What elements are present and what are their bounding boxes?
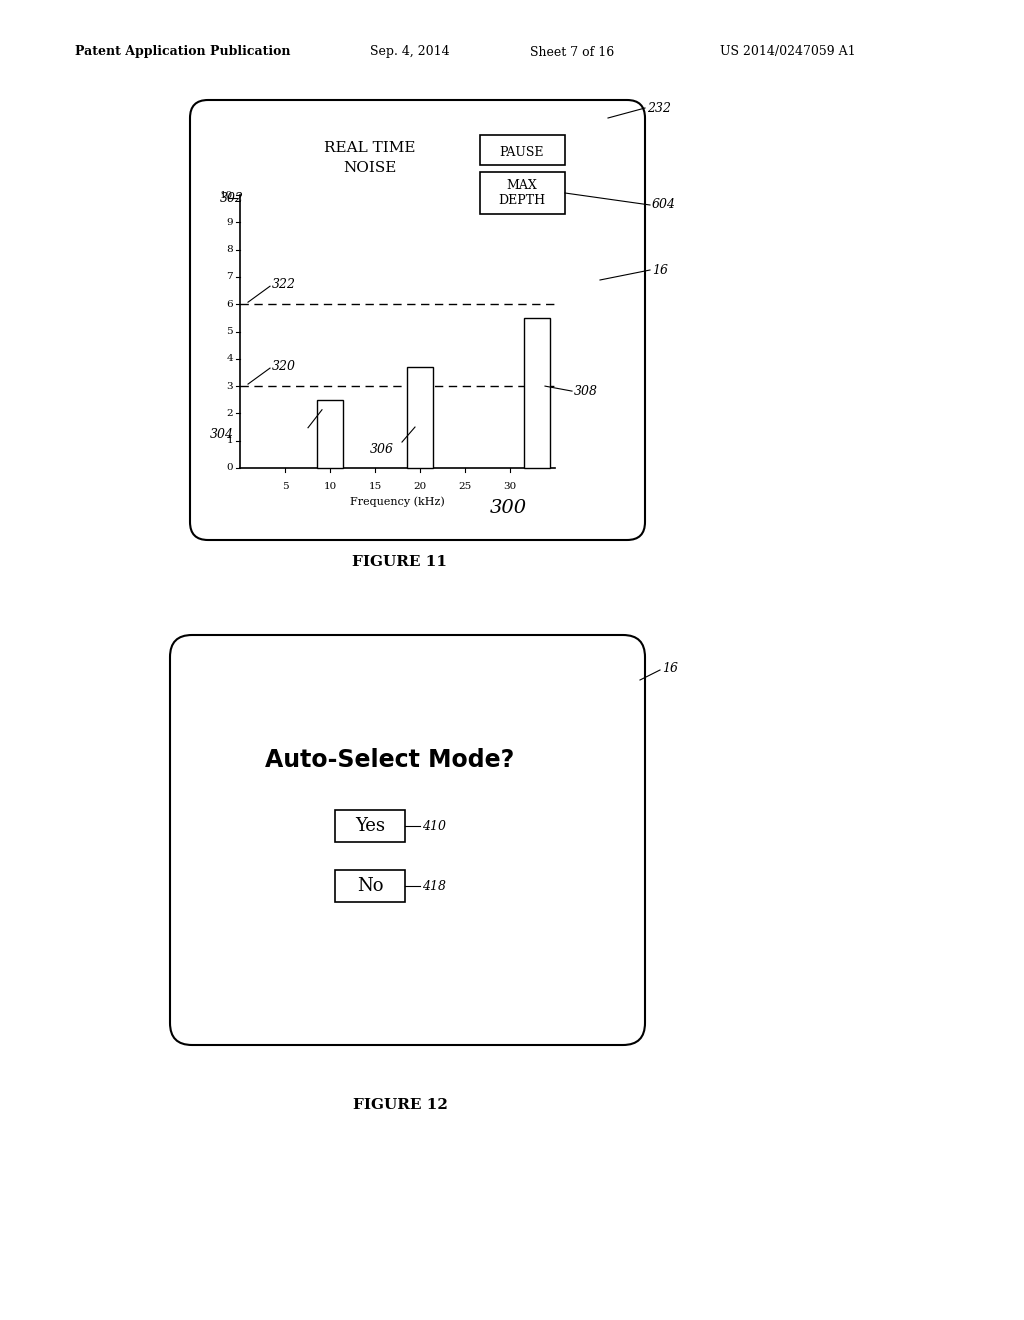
Text: 9: 9: [226, 218, 233, 227]
Text: MAX
DEPTH: MAX DEPTH: [499, 180, 546, 207]
Text: 1: 1: [226, 436, 233, 445]
Text: 16: 16: [652, 264, 668, 276]
Text: 320: 320: [272, 359, 296, 372]
Text: Sheet 7 of 16: Sheet 7 of 16: [530, 45, 614, 58]
Text: 7: 7: [226, 272, 233, 281]
Text: 10: 10: [220, 190, 233, 199]
Text: Sep. 4, 2014: Sep. 4, 2014: [370, 45, 450, 58]
Text: 232: 232: [647, 102, 671, 115]
FancyBboxPatch shape: [190, 100, 645, 540]
Text: 304: 304: [210, 428, 234, 441]
Bar: [317, 400, 343, 469]
Text: NOISE: NOISE: [343, 161, 396, 176]
Text: 322: 322: [272, 277, 296, 290]
Text: 16: 16: [662, 661, 678, 675]
Text: REAL TIME: REAL TIME: [325, 141, 416, 154]
Text: 6: 6: [226, 300, 233, 309]
Text: 302: 302: [220, 191, 244, 205]
Bar: [408, 367, 432, 469]
Text: US 2014/0247059 A1: US 2014/0247059 A1: [720, 45, 856, 58]
Text: 604: 604: [652, 198, 676, 211]
Text: 20: 20: [414, 482, 427, 491]
Bar: [480, 172, 565, 214]
Text: 418: 418: [422, 879, 446, 892]
Text: Patent Application Publication: Patent Application Publication: [75, 45, 291, 58]
Text: 2: 2: [226, 409, 233, 418]
Text: PAUSE: PAUSE: [500, 145, 544, 158]
Text: No: No: [356, 876, 383, 895]
Text: 0: 0: [226, 463, 233, 473]
Text: FIGURE 12: FIGURE 12: [352, 1098, 447, 1111]
Bar: [335, 870, 406, 902]
Text: 5: 5: [226, 327, 233, 337]
Text: 3: 3: [226, 381, 233, 391]
Bar: [480, 135, 565, 165]
Text: 30: 30: [504, 482, 517, 491]
Text: 8: 8: [226, 246, 233, 253]
Text: 10: 10: [324, 482, 337, 491]
Text: FIGURE 11: FIGURE 11: [352, 554, 447, 569]
FancyBboxPatch shape: [170, 635, 645, 1045]
Text: 25: 25: [459, 482, 472, 491]
Text: 306: 306: [370, 442, 394, 455]
Text: 4: 4: [226, 354, 233, 363]
Text: 300: 300: [490, 499, 527, 517]
Bar: [335, 810, 406, 842]
Text: Yes: Yes: [355, 817, 385, 836]
Text: 15: 15: [369, 482, 382, 491]
Text: Frequency (kHz): Frequency (kHz): [350, 496, 444, 507]
Bar: [524, 318, 550, 469]
Text: 410: 410: [422, 820, 446, 833]
Text: Auto-Select Mode?: Auto-Select Mode?: [265, 748, 515, 772]
Text: 5: 5: [282, 482, 289, 491]
Text: 308: 308: [574, 384, 598, 397]
